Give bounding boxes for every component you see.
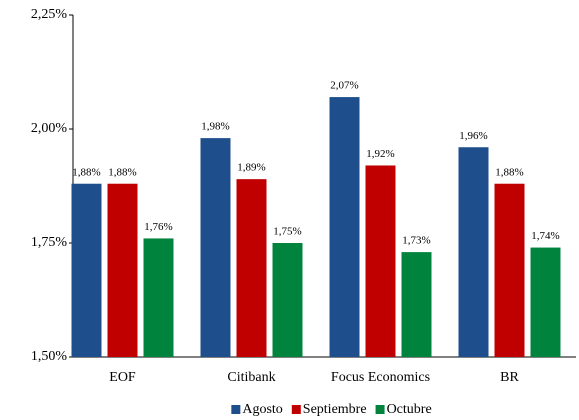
value-label: 1,75% — [273, 226, 301, 238]
bar — [143, 238, 174, 357]
value-label: 1,88% — [72, 166, 100, 178]
legend-label: Agosto — [242, 402, 282, 417]
bar — [200, 138, 231, 357]
legend-label: Octubre — [387, 402, 432, 417]
bar — [71, 183, 102, 357]
bar — [329, 97, 360, 357]
value-label: 1,88% — [495, 166, 523, 178]
value-label: 1,89% — [237, 162, 265, 174]
x-tick-label: BR — [500, 370, 519, 385]
bar — [530, 247, 561, 357]
bar — [458, 147, 489, 357]
y-tick-label: 1,50% — [31, 349, 68, 364]
x-tick-label: EOF — [109, 370, 136, 385]
legend-swatch — [231, 405, 241, 414]
value-label: 1,92% — [366, 148, 394, 160]
legend-swatch — [291, 405, 301, 414]
x-tick-label: Citibank — [227, 370, 275, 385]
value-label: 1,74% — [531, 230, 559, 242]
value-label: 2,07% — [330, 80, 358, 92]
value-label: 1,73% — [402, 235, 430, 247]
legend-swatch — [375, 405, 385, 414]
y-tick-label: 2,00% — [31, 121, 68, 136]
value-label: 1,98% — [201, 121, 229, 133]
bar — [494, 183, 525, 357]
legend-label: Septiembre — [303, 402, 367, 417]
y-tick-label: 1,75% — [31, 235, 68, 250]
x-tick-label: Focus Economics — [331, 370, 430, 385]
value-label: 1,88% — [108, 166, 136, 178]
bar — [236, 179, 267, 357]
value-label: 1,76% — [144, 221, 172, 233]
bar — [365, 165, 396, 357]
bar — [272, 243, 303, 357]
bar — [401, 252, 432, 357]
y-tick-label: 2,25% — [31, 7, 68, 22]
value-label: 1,96% — [459, 130, 487, 142]
bar — [107, 183, 138, 357]
